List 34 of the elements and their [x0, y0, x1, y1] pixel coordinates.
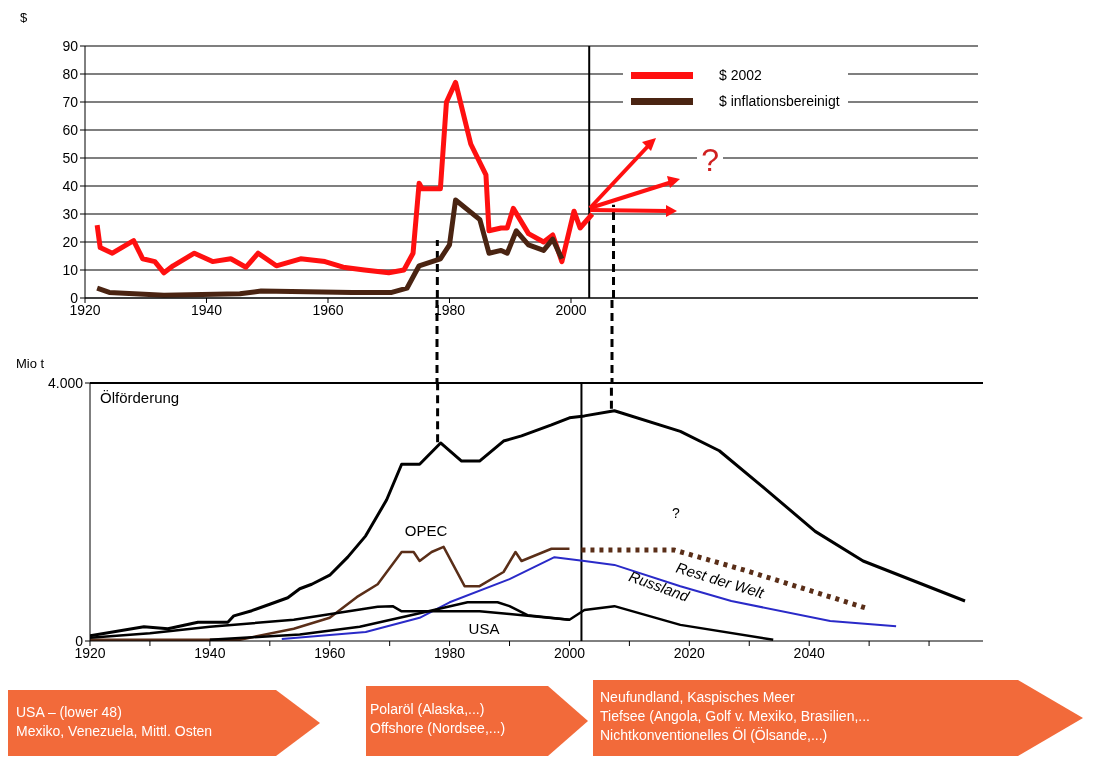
legend-label: $ 2002 [719, 67, 762, 83]
x-tick-label: 2040 [793, 644, 825, 661]
y-axis-title: $ [20, 10, 28, 25]
y-tick-label: 50 [62, 149, 79, 166]
text: Polaröl (Alaska,...) Offshore (Nordsee,...) [370, 700, 506, 738]
y-tick-label: 0 [75, 632, 84, 649]
y-tick-label: 60 [62, 121, 79, 138]
y-tick-label: 30 [62, 205, 79, 222]
text: USA – (lower 48) Mexiko, Venezuela, Mittl. Osten [16, 703, 213, 741]
y-tick-label: 80 [62, 65, 79, 82]
x-tick-label: 1980 [433, 301, 466, 318]
annotation: ? [668, 505, 684, 521]
y-tick-label: 20 [62, 233, 79, 250]
x-tick-label: 2020 [673, 644, 706, 661]
y-tick-label: 0 [70, 289, 79, 306]
series-label: USA [468, 619, 500, 637]
y-tick-label: 40 [62, 177, 79, 194]
text: Neufundland, Kaspisches Meer Tiefsee (Angola, Golf v. Mexiko, Brasilien,... Nichtkonventionelles Öl (Ölsande,...) [600, 688, 870, 745]
x-tick-label: 1940 [194, 644, 226, 661]
annotation: ? [697, 142, 723, 178]
y-tick-label: 90 [62, 37, 79, 54]
x-tick-label: 1960 [312, 301, 344, 318]
series-label: OPEC [404, 521, 448, 539]
y-tick-label: 10 [62, 261, 79, 278]
x-tick-label: 2000 [555, 301, 587, 318]
y-axis-title: Mio t [16, 356, 45, 371]
y-tick-label: 4.000 [47, 374, 84, 391]
y-tick-label: 70 [62, 93, 79, 110]
chart-title: Ölförderung [100, 389, 180, 406]
x-tick-label: 1940 [190, 301, 223, 318]
x-tick-label: 1980 [434, 644, 466, 661]
legend-label: $ inflationsbereinigt [719, 93, 840, 109]
x-tick-label: 1960 [314, 644, 346, 661]
x-tick-label: 2000 [553, 644, 586, 661]
